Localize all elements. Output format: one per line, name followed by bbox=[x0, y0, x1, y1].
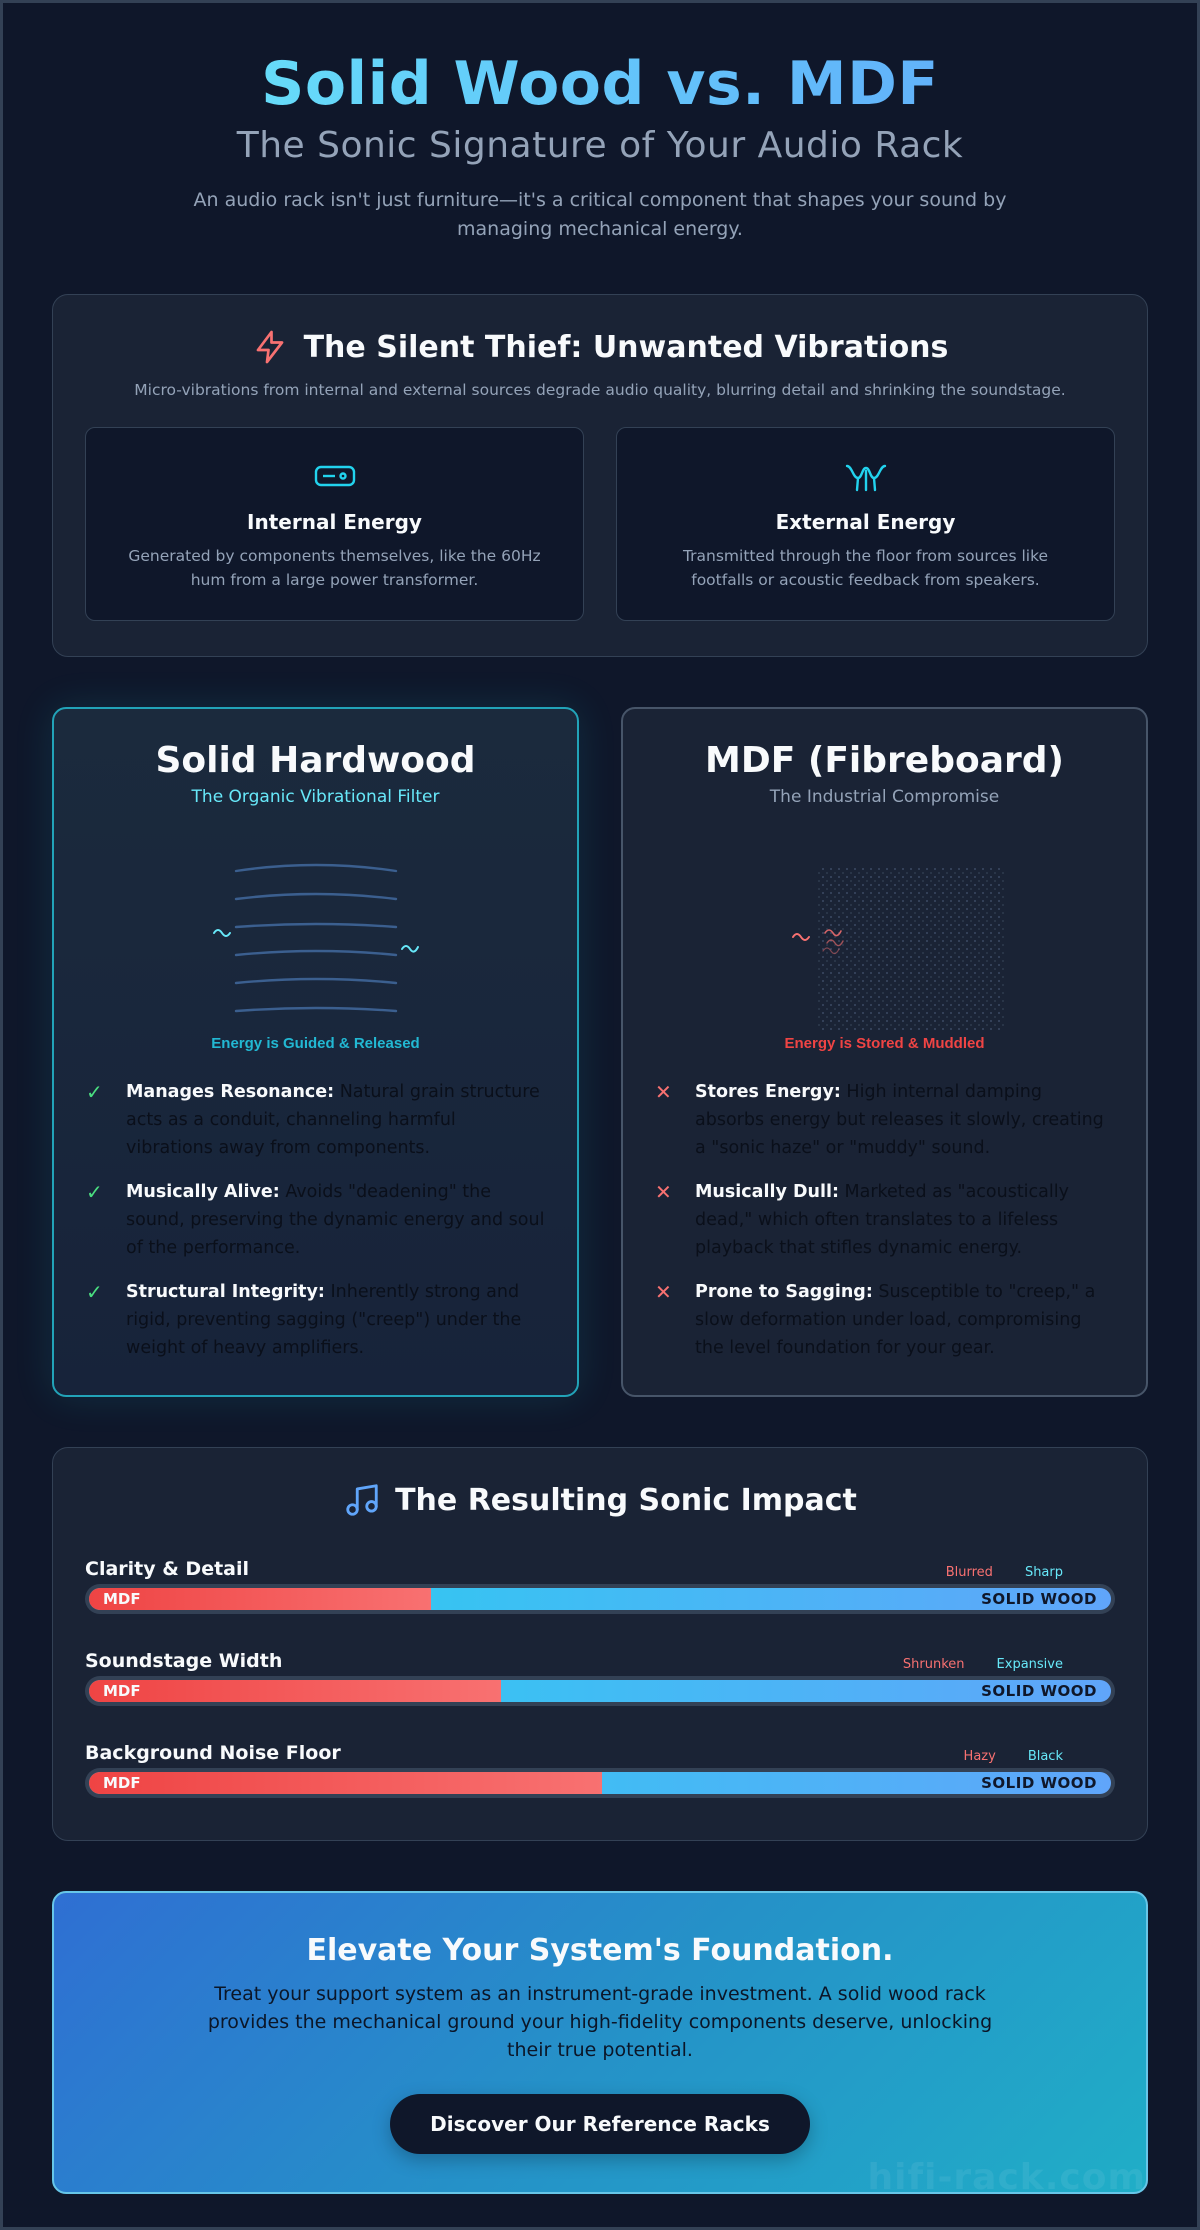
bar-right-label: SOLID WOOD bbox=[981, 1682, 1097, 1700]
comparison-section: Solid Hardwood The Organic Vibrational F… bbox=[52, 707, 1148, 1397]
page-title: Solid Wood vs. MDF bbox=[52, 48, 1148, 120]
mdf-card: MDF (Fibreboard) The Industrial Compromi… bbox=[621, 707, 1148, 1397]
external-energy-card: External Energy Transmitted through the … bbox=[616, 427, 1115, 621]
solid-hardwood-card: Solid Hardwood The Organic Vibrational F… bbox=[52, 707, 579, 1397]
metric-soundstage: Soundstage Width Shrunken Expansive MDF S… bbox=[85, 1644, 1115, 1706]
list-item: ✕ Musically Dull: Marketed as "acoustica… bbox=[655, 1178, 1114, 1262]
list-item: ✕ Stores Energy: High internal damping a… bbox=[655, 1078, 1114, 1162]
music-note-icon bbox=[346, 1484, 378, 1516]
metric-low-label: Shrunken bbox=[902, 1657, 965, 1672]
list-item: ✓ Musically Alive: Avoids "deadening" th… bbox=[86, 1178, 545, 1262]
metric-clarity: Clarity & Detail Blurred Sharp MDF SOLID … bbox=[85, 1552, 1115, 1614]
page-subtitle: The Sonic Signature of Your Audio Rack bbox=[236, 125, 964, 166]
wood-grain-diagram bbox=[212, 863, 419, 1013]
check-icon: ✓ bbox=[86, 1180, 103, 1204]
list-item: ✓ Structural Integrity: Inherently stron… bbox=[86, 1278, 545, 1362]
bar-left-label: MDF bbox=[103, 1682, 141, 1700]
comparison-bar: MDF SOLID WOOD bbox=[85, 1768, 1115, 1798]
header: Solid Wood vs. MDF The Sonic Signature o… bbox=[52, 0, 1148, 244]
internal-energy-card: Internal Energy Generated by components … bbox=[85, 427, 584, 621]
feature-text: Inherently strong and rigid, preventing … bbox=[126, 1282, 522, 1358]
external-energy-text: Transmitted through the floor from sourc… bbox=[682, 547, 1049, 589]
bar-left-label: MDF bbox=[103, 1774, 141, 1792]
intro-text: An audio rack isn't just furniture—it's … bbox=[193, 189, 1007, 240]
metric-label: Clarity & Detail bbox=[85, 1558, 250, 1580]
metric-low-label: Blurred bbox=[945, 1565, 993, 1580]
comparison-bar: MDF SOLID WOOD bbox=[85, 1676, 1115, 1706]
cta-title: Elevate Your System's Foundation. bbox=[306, 1933, 894, 1968]
metric-high-label: Black bbox=[1027, 1749, 1063, 1764]
feature-text: Susceptible to "creep," a slow deformati… bbox=[695, 1282, 1096, 1358]
list-item: ✕ Prone to Sagging: Susceptible to "cree… bbox=[655, 1278, 1114, 1362]
wood-diagram-caption: Energy is Guided & Released bbox=[211, 1035, 420, 1052]
metric-label: Background Noise Floor bbox=[85, 1742, 341, 1764]
feature-name: Musically Dull: bbox=[695, 1182, 839, 1202]
bar-right-label: SOLID WOOD bbox=[981, 1774, 1097, 1792]
wood-feature-list: ✓ Manages Resonance: Natural grain struc… bbox=[86, 1078, 545, 1362]
internal-energy-text: Generated by components themselves, like… bbox=[128, 547, 541, 589]
check-icon: ✓ bbox=[86, 1080, 103, 1104]
comparison-bar: MDF SOLID WOOD bbox=[85, 1584, 1115, 1614]
feature-name: Stores Energy: bbox=[695, 1082, 841, 1102]
mdf-fill bbox=[89, 1680, 501, 1702]
energy-cards: Internal Energy Generated by components … bbox=[85, 427, 1115, 621]
watermark: hifi-rack.com bbox=[867, 2157, 1146, 2194]
feature-text: Natural grain structure acts as a condui… bbox=[126, 1082, 540, 1158]
mdf-diagram-caption: Energy is Stored & Muddled bbox=[784, 1035, 985, 1052]
footfall-wave-icon bbox=[845, 464, 886, 492]
feature-text: Avoids "deadening" the sound, preserving… bbox=[126, 1182, 545, 1258]
metric-high-label: Sharp bbox=[1024, 1565, 1063, 1580]
lightning-icon bbox=[256, 330, 283, 364]
cross-icon: ✕ bbox=[655, 1180, 672, 1204]
discover-racks-button[interactable]: Discover Our Reference Racks bbox=[390, 2094, 810, 2154]
solid-hardwood-title: Solid Hardwood bbox=[155, 740, 476, 781]
feature-name: Structural Integrity: bbox=[126, 1282, 325, 1302]
vibrations-subtitle: Micro-vibrations from internal and exter… bbox=[134, 381, 1066, 399]
mdf-feature-list: ✕ Stores Energy: High internal damping a… bbox=[655, 1078, 1114, 1362]
impact-heading: The Resulting Sonic Impact bbox=[395, 1482, 857, 1518]
mdf-tagline: The Industrial Compromise bbox=[769, 787, 1000, 807]
vibrations-section: The Silent Thief: Unwanted Vibrations Mi… bbox=[52, 294, 1148, 657]
metric-noise-floor: Background Noise Floor Hazy Black MDF SOL… bbox=[85, 1736, 1115, 1798]
metric-high-label: Expansive bbox=[996, 1657, 1063, 1672]
power-transformer-icon bbox=[314, 465, 355, 487]
mdf-particle-diagram bbox=[791, 867, 1005, 1031]
call-to-action: Elevate Your System's Foundation. Treat … bbox=[52, 1891, 1148, 2194]
sonic-impact-section: The Resulting Sonic Impact Clarity & Det… bbox=[52, 1447, 1148, 1841]
feature-name: Manages Resonance: bbox=[126, 1082, 335, 1102]
bar-left-label: MDF bbox=[103, 1590, 141, 1608]
list-item: ✓ Manages Resonance: Natural grain struc… bbox=[86, 1078, 545, 1162]
feature-name: Prone to Sagging: bbox=[695, 1282, 873, 1302]
cross-icon: ✕ bbox=[655, 1080, 672, 1104]
solid-hardwood-tagline: The Organic Vibrational Filter bbox=[191, 787, 440, 807]
feature-text: Marketed as "acoustically dead," which o… bbox=[695, 1182, 1069, 1258]
feature-name: Musically Alive: bbox=[126, 1182, 280, 1202]
bar-right-label: SOLID WOOD bbox=[981, 1590, 1097, 1608]
vibrations-heading: The Silent Thief: Unwanted Vibrations bbox=[303, 329, 949, 365]
mdf-fill bbox=[89, 1588, 432, 1610]
internal-energy-title: Internal Energy bbox=[247, 510, 422, 534]
vibrations-title: The Silent Thief: Unwanted Vibrations bbox=[85, 325, 1115, 369]
check-icon: ✓ bbox=[86, 1280, 103, 1304]
impact-title: The Resulting Sonic Impact bbox=[85, 1478, 1115, 1522]
feature-text: High internal damping absorbs energy but… bbox=[695, 1082, 1104, 1158]
cta-text: Treat your support system as an instrume… bbox=[207, 1983, 993, 2061]
external-energy-title: External Energy bbox=[775, 510, 956, 534]
metric-low-label: Hazy bbox=[963, 1749, 996, 1764]
mdf-title: MDF (Fibreboard) bbox=[705, 740, 1064, 781]
mdf-fill bbox=[89, 1772, 603, 1794]
metric-label: Soundstage Width bbox=[85, 1650, 283, 1672]
cross-icon: ✕ bbox=[655, 1280, 672, 1304]
